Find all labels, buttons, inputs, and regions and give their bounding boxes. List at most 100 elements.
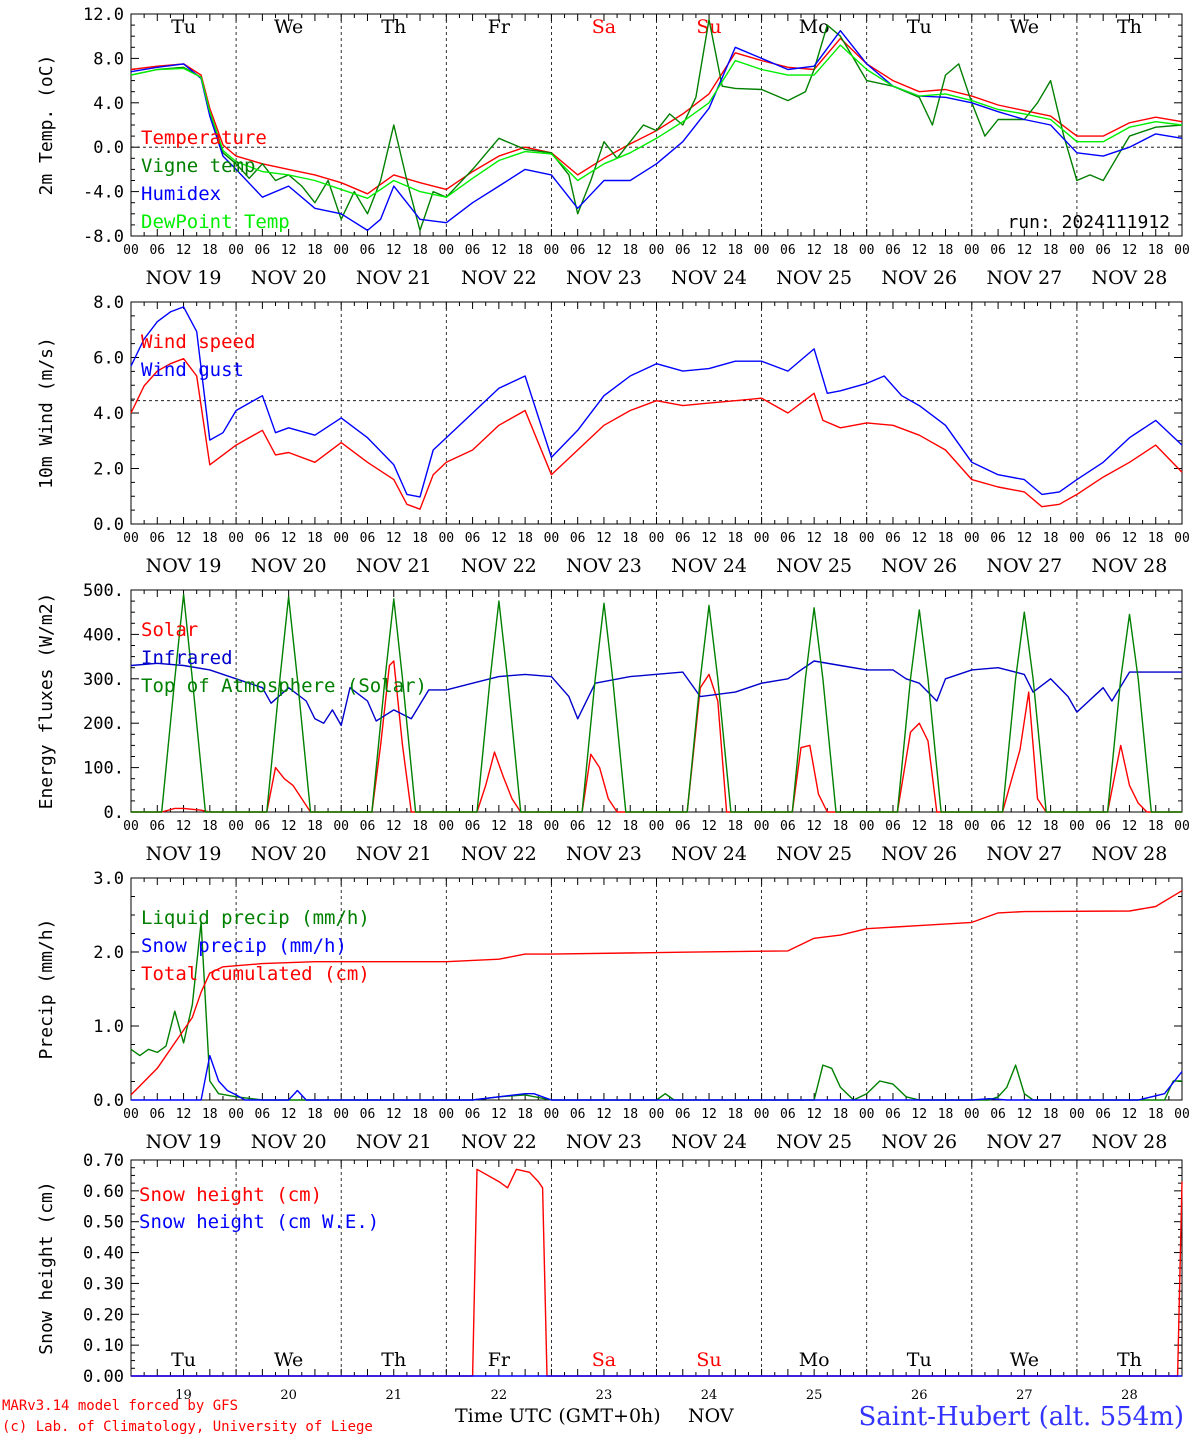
- y-tick-label: 0.0: [93, 138, 124, 158]
- x-hour-label: 12: [176, 1107, 192, 1122]
- x-hour-label: 18: [517, 819, 533, 834]
- x-hour-label: 12: [386, 1107, 402, 1122]
- x-date-label: NOV 27: [986, 267, 1062, 289]
- y-tick-label: 400.: [83, 625, 124, 645]
- x-date-label: NOV 25: [776, 555, 852, 577]
- x-hour-label: 18: [202, 531, 218, 546]
- x-hour-label: 06: [675, 819, 691, 834]
- x-hour-label: 12: [281, 243, 297, 258]
- x-hour-label: 18: [1043, 1107, 1059, 1122]
- x-hour-label: 06: [570, 1107, 586, 1122]
- x-hour-label: 18: [202, 243, 218, 258]
- x-date-label: NOV 21: [356, 267, 432, 289]
- x-hour-label: 18: [1043, 819, 1059, 834]
- x-hour-label: 06: [465, 243, 481, 258]
- series-line: [130, 306, 1183, 498]
- x-hour-label: 12: [596, 243, 612, 258]
- x-hour-label: 12: [386, 243, 402, 258]
- y-tick-label: 0.50: [83, 1213, 124, 1233]
- x-date-label: NOV 19: [146, 267, 222, 289]
- chart-panel-1: -8.0 -4.0 0.0 4.0 8.0 12.0 2m Temp. (oC) 00 06 12…: [36, 5, 1190, 289]
- weekday-label: We: [274, 16, 303, 38]
- y-tick-label: 100.: [83, 759, 124, 779]
- y-tick-label: 12.0: [83, 5, 124, 25]
- x-hour-label: 12: [281, 819, 297, 834]
- x-hour-label: 00: [1174, 819, 1190, 834]
- legend-entry: Snow height (cm W.E.): [139, 1211, 379, 1233]
- weekday-label: Mo: [799, 1349, 830, 1371]
- x-hour-label: 12: [1122, 1107, 1138, 1122]
- x-hour-label: 12: [281, 1107, 297, 1122]
- x-hour-label: 12: [806, 819, 822, 834]
- x-date-label: NOV 19: [146, 555, 222, 577]
- x-hour-label: 06: [465, 1107, 481, 1122]
- month-label: NOV: [688, 1405, 734, 1427]
- x-hour-label: 12: [596, 531, 612, 546]
- legend-entry: Wind speed: [141, 331, 255, 353]
- x-hour-label: 00: [228, 819, 244, 834]
- x-hour-label: 18: [412, 243, 428, 258]
- y-tick-label: 0.: [104, 803, 124, 823]
- x-hour-label: 06: [885, 531, 901, 546]
- weekday-label: Fr: [488, 16, 511, 38]
- x-date-label: NOV 22: [461, 555, 537, 577]
- series-line: [131, 1054, 1183, 1101]
- x-hour-label: 18: [727, 243, 743, 258]
- weekday-label: Th: [1117, 1349, 1142, 1371]
- model-credit: MARv3.14 model forced by GFS: [2, 1398, 239, 1414]
- x-date-label: NOV 26: [881, 1131, 957, 1153]
- x-hour-label: 00: [649, 1107, 665, 1122]
- y-axis-title: 10m Wind (m/s): [36, 337, 57, 489]
- x-hour-label: 06: [990, 819, 1006, 834]
- y-tick-label: 0.20: [83, 1305, 124, 1325]
- x-hour-label: 06: [465, 531, 481, 546]
- x-hour-label: 18: [938, 531, 954, 546]
- x-hour-label: 00: [754, 1107, 770, 1122]
- x-hour-label: 00: [544, 1107, 560, 1122]
- x-hour-label: 18: [1148, 243, 1164, 258]
- x-hour-label: 12: [1017, 243, 1033, 258]
- x-hour-label: 00: [1174, 1107, 1190, 1122]
- x-hour-label: 00: [859, 1107, 875, 1122]
- x-hour-label: 12: [176, 243, 192, 258]
- x-hour-label: 12: [701, 531, 717, 546]
- x-hour-label: 00: [754, 819, 770, 834]
- x-hour-label: 18: [938, 243, 954, 258]
- x-date-label: NOV 25: [776, 1131, 852, 1153]
- x-hour-label: 00: [123, 1107, 139, 1122]
- weekday-label: Tu: [171, 16, 196, 38]
- legend-entry: Vigne temp: [141, 155, 255, 177]
- x-date-label: NOV 20: [251, 1131, 327, 1153]
- weekday-label: Sa: [592, 16, 616, 38]
- day-number-label: 28: [1121, 1388, 1138, 1403]
- x-hour-label: 00: [228, 531, 244, 546]
- x-hour-label: 12: [596, 819, 612, 834]
- x-hour-label: 00: [333, 819, 349, 834]
- x-hour-label: 12: [911, 819, 927, 834]
- day-number-label: 26: [911, 1388, 928, 1403]
- x-hour-label: 12: [176, 531, 192, 546]
- y-tick-label: 0.00: [83, 1367, 124, 1387]
- x-hour-label: 06: [149, 531, 165, 546]
- weekday-label: We: [274, 1349, 303, 1371]
- x-hour-label: 06: [255, 1107, 271, 1122]
- x-date-label: NOV 19: [146, 1131, 222, 1153]
- x-hour-label: 18: [412, 819, 428, 834]
- y-tick-label: 8.0: [93, 293, 124, 313]
- day-number-label: 20: [280, 1388, 297, 1403]
- x-hour-label: 06: [149, 819, 165, 834]
- series-line: [130, 44, 1183, 200]
- x-hour-label: 06: [1095, 1107, 1111, 1122]
- legend-entry: Liquid precip (mm/h): [141, 907, 370, 929]
- x-hour-label: 00: [123, 819, 139, 834]
- legend-entry: Temperature: [141, 127, 267, 149]
- x-hour-label: 18: [307, 243, 323, 258]
- x-hour-label: 06: [255, 531, 271, 546]
- day-number-label: 27: [1016, 1388, 1033, 1403]
- x-date-label: NOV 21: [356, 1131, 432, 1153]
- x-hour-label: 18: [1043, 243, 1059, 258]
- x-hour-label: 18: [622, 1107, 638, 1122]
- x-hour-label: 06: [465, 819, 481, 834]
- x-date-label: NOV 19: [146, 843, 222, 865]
